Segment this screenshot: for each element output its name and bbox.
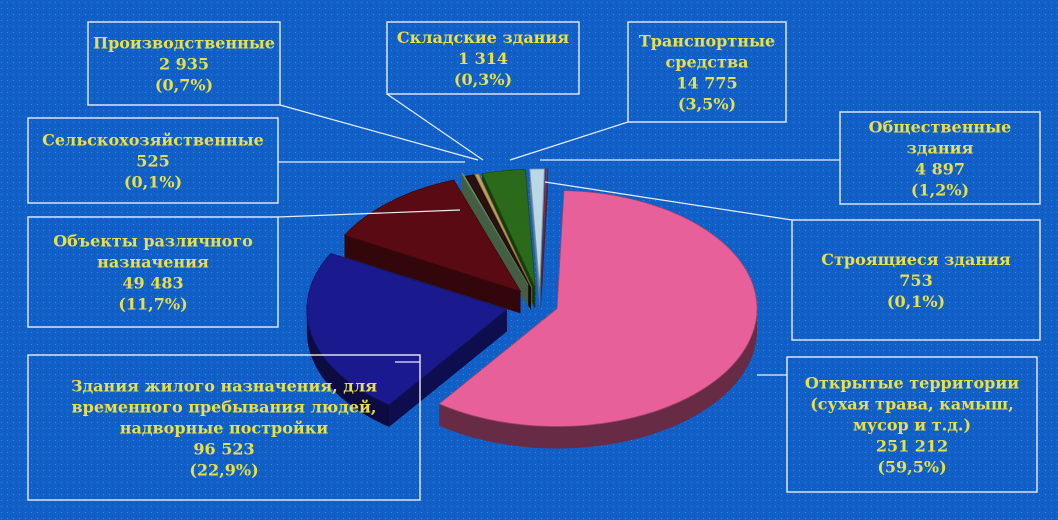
callout-percent-otkrytye: (59,5%) <box>877 458 946 477</box>
callout-value-otkrytye: 251 212 <box>876 437 948 456</box>
pie-slice-rim-otkrytye-0 <box>439 308 758 449</box>
callout-value-sklad: 1 314 <box>458 49 508 68</box>
callout-percent-obshch: (1,2%) <box>911 181 969 200</box>
pie-slice-wall-selsko-1 <box>462 173 529 307</box>
callout-proizv: Производственные 2 935 (0,7%) <box>87 21 281 106</box>
callout-frame-zhilye <box>27 354 421 501</box>
pie-slice-wall-obekty-0 <box>344 235 521 314</box>
pie-slice-side-selsko <box>461 173 529 307</box>
pie-slice-sklad <box>474 173 533 288</box>
leader-line-stroy <box>544 181 793 221</box>
callout-obshch: Общественные здания 4 897 (1,2%) <box>839 111 1041 205</box>
callout-label-otkrytye-0: Открытые территории <box>805 374 1019 393</box>
callout-value-stroy: 753 <box>899 271 932 290</box>
callout-value-obekty: 49 483 <box>122 274 183 293</box>
pie-slice-wall-zhilye-0 <box>389 309 507 427</box>
callout-otkrytye: Открытые территории (сухая трава, камыш, м… <box>786 356 1038 493</box>
leader-line-transport <box>509 121 629 161</box>
pie-slice-rim-zhilye-0 <box>306 309 390 427</box>
leader-line-sklad <box>386 93 484 161</box>
callout-stroy: Строящиеся здания 753 (0,1%) <box>791 219 1041 341</box>
pie <box>306 168 758 449</box>
callout-percent-zhilye: (22,9%) <box>189 461 258 480</box>
callout-sklad: Складские здания 1 314 (0,3%) <box>386 21 580 95</box>
callout-transport: Транспортные средства 14 775 (3,5%) <box>627 21 787 123</box>
callout-zhilye: Здания жилого назначения, для временного … <box>27 354 421 501</box>
pie-slice-obekty <box>343 179 522 293</box>
callout-label-obekty-1: назначения <box>97 253 209 272</box>
callout-label-transport-1: средства <box>666 53 749 72</box>
callout-frame-proizv <box>87 21 281 106</box>
callout-frame-otkrytye <box>786 356 1038 493</box>
callout-value-proizv: 2 935 <box>159 55 209 74</box>
callout-label-sklad-0: Складские здания <box>397 28 569 47</box>
callout-frame-selsko <box>27 117 279 204</box>
callout-frame-obshch <box>839 111 1041 205</box>
callout-label-zhilye-1: временного пребывания людей, <box>72 398 377 417</box>
callout-percent-sklad: (0,3%) <box>454 70 512 89</box>
callout-percent-proizv: (0,7%) <box>155 76 213 95</box>
pie-slice-otkrytye <box>438 190 758 427</box>
pie-slice-obshch <box>529 168 545 288</box>
callout-value-selsko: 525 <box>136 152 169 171</box>
callout-label-zhilye-0: Здания жилого назначения, для <box>71 377 377 396</box>
callout-label-otkrytye-1: (сухая трава, камыш, <box>810 395 1014 414</box>
callout-value-obshch: 4 897 <box>915 160 965 179</box>
callout-percent-selsko: (0,1%) <box>124 173 182 192</box>
callout-frame-stroy <box>791 219 1041 341</box>
pie-slice-wall-obshch-0 <box>529 169 540 310</box>
callout-value-transport: 14 775 <box>676 74 737 93</box>
callout-frame-transport <box>627 21 787 123</box>
callout-percent-transport: (3,5%) <box>678 95 736 114</box>
pie-slice-zhilye <box>306 253 508 406</box>
callout-frame-sklad <box>386 21 580 95</box>
callout-label-transport-0: Транспортные <box>639 32 775 51</box>
leader-lines <box>277 93 840 376</box>
callout-selsko: Сельскохозяйственные 525 (0,1%) <box>27 117 279 204</box>
callout-obekty: Объекты различного назначения 49 483 (11,7%… <box>27 216 279 328</box>
callout-label-obekty-0: Объекты различного <box>53 232 253 251</box>
callout-label-zhilye-2: надворные постройки <box>120 419 329 438</box>
callout-label-obshch-1: здания <box>907 139 974 158</box>
callout-percent-stroy: (0,1%) <box>887 292 945 311</box>
leader-line-obekty <box>277 209 461 218</box>
callout-label-stroy-0: Строящиеся здания <box>821 250 1011 269</box>
pie-slice-proizv <box>465 174 532 289</box>
callout-percent-obekty: (11,7%) <box>118 295 187 314</box>
callout-label-proizv-0: Производственные <box>93 34 275 53</box>
pie-slice-stroy <box>540 168 549 288</box>
pie-slice-selsko <box>460 172 529 285</box>
pie-slice-transport <box>481 168 536 288</box>
leader-line-proizv <box>279 104 479 161</box>
callout-label-obshch-0: Общественные <box>869 118 1012 137</box>
callout-labels: Открытые территории (сухая трава, камыш, м… <box>27 21 1041 501</box>
callout-value-zhilye: 96 523 <box>193 440 254 459</box>
callout-label-otkrytye-2: мусор и т.д.) <box>853 416 971 435</box>
callout-label-selsko-0: Сельскохозяйственные <box>42 131 264 150</box>
callout-frame-obekty <box>27 216 279 328</box>
